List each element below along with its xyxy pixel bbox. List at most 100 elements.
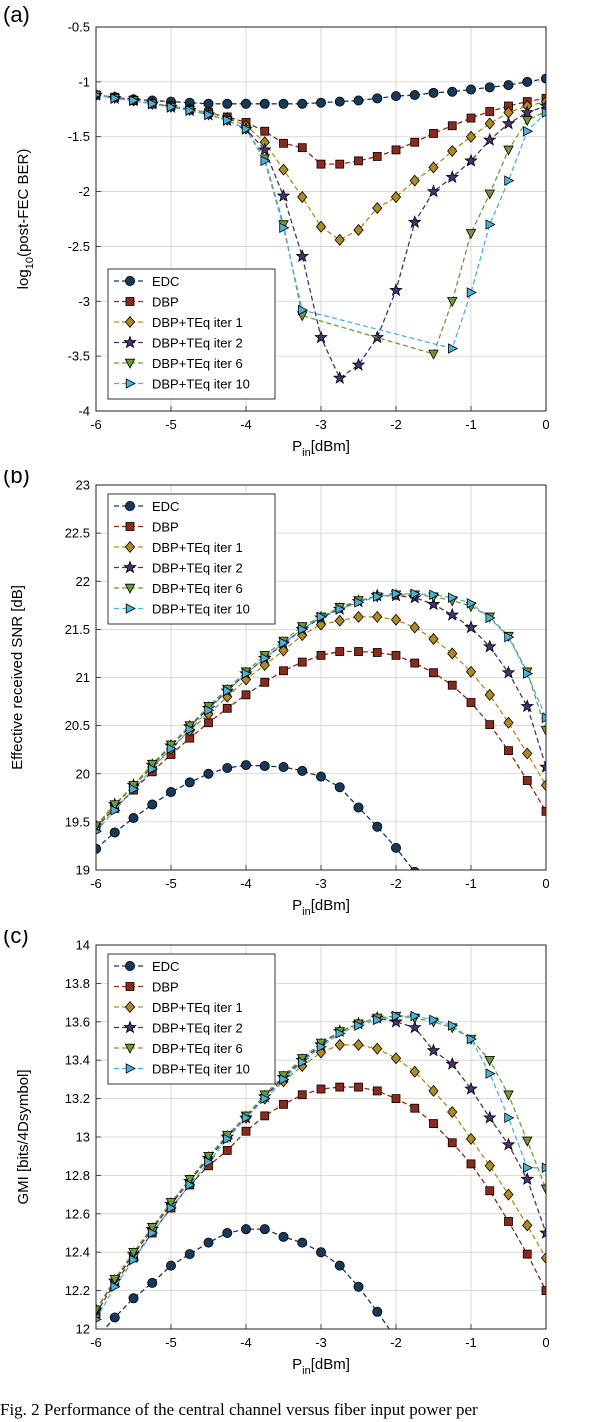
- series-group: [96, 73, 546, 384]
- legend-box: [107, 953, 276, 1085]
- data-point: [445, 1056, 460, 1070]
- data-point: [297, 143, 307, 153]
- data-point: [260, 1111, 270, 1121]
- data-point: [257, 142, 272, 156]
- legend-label: DBP+TEq iter 2: [152, 1021, 243, 1036]
- data-point: [128, 813, 139, 824]
- data-point: [503, 80, 514, 91]
- legend-label: DBP+TEq iter 2: [152, 561, 243, 576]
- legend-item: DBP+TEq iter 2: [114, 560, 243, 576]
- legend-item: EDC: [114, 959, 179, 974]
- data-point: [315, 771, 326, 782]
- data-point: [429, 668, 438, 678]
- data-point: [128, 1247, 139, 1259]
- data-point: [260, 126, 270, 136]
- data-point: [466, 1033, 477, 1045]
- data-point: [504, 631, 515, 643]
- data-point: [334, 1260, 345, 1271]
- data-point: [353, 1281, 364, 1292]
- data-point: [241, 1126, 251, 1136]
- data-point: [297, 657, 307, 667]
- data-point: [372, 610, 383, 623]
- data-point: [260, 652, 271, 664]
- data-point: [485, 1186, 495, 1196]
- data-point: [353, 223, 364, 236]
- data-point: [279, 1074, 290, 1085]
- x-tick-label: 0: [542, 876, 549, 891]
- y-tick-label: -1.5: [68, 129, 90, 144]
- legend-label: DBP: [152, 520, 179, 535]
- legend-item: EDC: [114, 274, 179, 289]
- legend-marker: [125, 378, 136, 389]
- panel-label: (a): [3, 2, 30, 27]
- legend-label: DBP+TEq iter 10: [152, 602, 250, 617]
- legend-marker: [125, 500, 136, 511]
- data-point: [96, 821, 102, 832]
- data-point: [372, 202, 383, 215]
- y-tick-label: -4: [78, 404, 90, 419]
- data-point: [391, 588, 402, 600]
- data-point: [410, 137, 420, 147]
- data-point: [448, 592, 459, 603]
- x-axis-label: Pin[dBm]: [292, 897, 350, 918]
- data-point: [165, 1198, 177, 1209]
- y-tick-label: 23: [76, 478, 90, 493]
- data-point: [429, 129, 438, 138]
- data-point: [428, 161, 439, 174]
- data-point: [279, 666, 288, 676]
- data-point: [429, 1014, 440, 1026]
- y-tick-label: 12.4: [65, 1245, 90, 1260]
- data-point: [447, 1138, 457, 1148]
- legend-item: DBP: [114, 295, 179, 310]
- y-tick-label: 22.5: [65, 526, 90, 541]
- data-point: [391, 650, 401, 660]
- data-point: [241, 123, 252, 135]
- data-point: [484, 82, 495, 93]
- legend-marker: [125, 522, 135, 531]
- data-point: [223, 685, 234, 697]
- data-point: [165, 1260, 176, 1271]
- data-point: [279, 1099, 288, 1109]
- data-point: [334, 782, 345, 793]
- data-point: [445, 170, 460, 184]
- x-tick-label: 0: [542, 417, 549, 432]
- x-axis-label: Pin[dBm]: [292, 1356, 350, 1377]
- data-point: [501, 665, 516, 679]
- series-dbp-teq-iter-10: [96, 588, 546, 835]
- data-point: [147, 1277, 158, 1288]
- data-point: [334, 96, 345, 107]
- data-point: [185, 1179, 196, 1191]
- data-point: [315, 1247, 326, 1258]
- data-point: [540, 726, 546, 737]
- data-point: [297, 765, 308, 776]
- data-point: [485, 219, 496, 230]
- data-point: [426, 1043, 441, 1057]
- y-tick-label: 14: [76, 938, 90, 953]
- data-point: [184, 1175, 196, 1186]
- y-tick-label: -3.5: [68, 349, 90, 364]
- data-point: [541, 712, 546, 724]
- data-point: [503, 1090, 514, 1101]
- y-tick-label: 12: [76, 1322, 90, 1337]
- axes-box: [95, 26, 547, 412]
- legend-label: EDC: [152, 274, 179, 289]
- x-tick-label: -3: [315, 417, 327, 432]
- data-point: [503, 145, 514, 156]
- data-point: [409, 621, 420, 634]
- x-tick-label: -2: [390, 417, 402, 432]
- data-point: [203, 1151, 214, 1163]
- data-point: [409, 90, 420, 101]
- legend-marker: [124, 1000, 136, 1014]
- data-point: [372, 152, 382, 161]
- x-axis-label: Pin[dBm]: [292, 438, 350, 459]
- data-point: [540, 1251, 546, 1264]
- axes-box: [95, 484, 547, 871]
- y-tick-label: 13.6: [65, 1014, 90, 1029]
- legend-label: DBP+TEq iter 6: [152, 581, 243, 596]
- data-point: [297, 1237, 308, 1248]
- x-tick-label: -1: [465, 417, 477, 432]
- x-tick-label: -2: [390, 876, 402, 891]
- series-line: [96, 94, 546, 350]
- data-point: [259, 98, 270, 109]
- y-tick-label: 12.2: [65, 1283, 90, 1298]
